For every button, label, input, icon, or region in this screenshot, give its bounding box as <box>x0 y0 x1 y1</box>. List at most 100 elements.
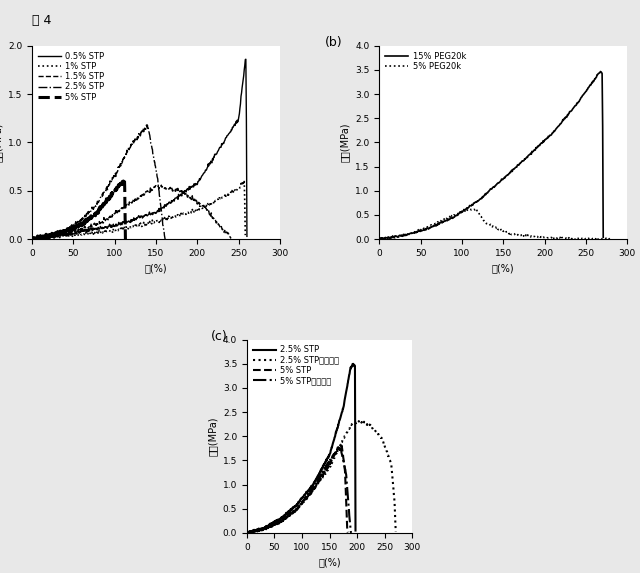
2.5% STP <box>244 529 252 536</box>
1% STP <box>54 233 62 240</box>
5% STPウェット <box>319 469 327 476</box>
2.5% STP <box>286 507 294 514</box>
5% STP <box>120 175 128 182</box>
5% STP <box>276 519 284 526</box>
15% PEG20k <box>539 139 547 146</box>
1.5% STP <box>157 182 165 189</box>
2.5% STP <box>28 234 36 241</box>
2.5% STP <box>125 146 133 153</box>
2.5% STP <box>279 513 287 520</box>
Line: 0.5% STP: 0.5% STP <box>32 59 247 239</box>
5% STP <box>316 477 324 484</box>
0.5% STP <box>31 236 38 242</box>
15% PEG20k <box>600 234 607 241</box>
2.5% STP <box>312 477 319 484</box>
Line: 15% PEG20k: 15% PEG20k <box>380 72 604 239</box>
1.5% STP <box>154 182 161 189</box>
X-axis label: 歪(%): 歪(%) <box>492 264 515 273</box>
5% STP <box>316 475 324 482</box>
Text: (c): (c) <box>211 330 227 343</box>
Line: 1% STP: 1% STP <box>32 180 245 239</box>
Line: 2.5% STP: 2.5% STP <box>247 364 355 533</box>
2.5% STP <box>45 233 52 240</box>
15% PEG20k <box>596 68 604 75</box>
5% STP <box>40 233 47 240</box>
0.5% STP <box>114 222 122 229</box>
5% PEG20k <box>468 206 476 213</box>
Line: 2.5% STPウェット: 2.5% STPウェット <box>247 421 396 533</box>
2.5% STPウェット <box>243 529 251 536</box>
15% PEG20k <box>517 159 525 166</box>
1% STP <box>29 236 36 242</box>
5% PEG20k <box>607 235 614 242</box>
5% STPウェット <box>285 512 292 519</box>
15% PEG20k <box>403 231 410 238</box>
5% STPウェット <box>337 445 344 452</box>
1% STP <box>113 227 121 234</box>
1% STP <box>28 234 36 241</box>
5% STP <box>96 206 104 213</box>
5% STP <box>255 527 263 534</box>
15% PEG20k <box>465 204 472 211</box>
5% STP <box>87 214 95 221</box>
2.5% STPウェット <box>392 528 399 535</box>
Legend: 2.5% STP, 2.5% STPウェット, 5% STP, 5% STPウェット: 2.5% STP, 2.5% STPウェット, 5% STP, 5% STPウェ… <box>251 344 341 387</box>
5% STP <box>29 236 36 242</box>
Line: 5% STP: 5% STP <box>247 446 348 533</box>
2.5% STPウェット <box>351 420 358 427</box>
1.5% STP <box>173 187 181 194</box>
Y-axis label: 応力(MPa): 応力(MPa) <box>0 123 3 162</box>
0.5% STP <box>54 232 62 239</box>
5% PEG20k <box>376 236 383 242</box>
1% STP <box>98 229 106 236</box>
5% STP <box>344 529 351 536</box>
2.5% STPウェット <box>351 419 359 426</box>
Y-axis label: 応力(MPa): 応力(MPa) <box>340 123 349 162</box>
0.5% STP <box>164 200 172 207</box>
2.5% STP <box>72 218 79 225</box>
5% PEG20k <box>545 234 552 241</box>
Line: 2.5% STP: 2.5% STP <box>32 125 165 239</box>
Line: 5% STP: 5% STP <box>32 179 125 239</box>
5% STP <box>96 204 104 211</box>
0.5% STP <box>185 186 193 193</box>
5% STPウェット <box>319 469 326 476</box>
5% STPウェット <box>348 529 355 536</box>
2.5% STPウェット <box>243 529 251 536</box>
1.5% STP <box>28 236 36 242</box>
2.5% STP <box>349 360 357 367</box>
0.5% STP <box>242 56 250 62</box>
5% STP <box>283 513 291 520</box>
15% PEG20k <box>378 236 386 242</box>
5% PEG20k <box>404 231 412 238</box>
15% PEG20k <box>538 139 545 146</box>
2.5% STP <box>143 121 150 128</box>
5% STPウェット <box>243 528 251 535</box>
1.5% STP <box>107 211 115 218</box>
1% STP <box>241 177 248 184</box>
1% STP <box>184 210 191 217</box>
1.5% STP <box>52 233 60 240</box>
5% STP <box>122 236 129 242</box>
X-axis label: 歪(%): 歪(%) <box>318 557 341 567</box>
15% PEG20k <box>449 214 456 221</box>
Line: 5% STPウェット: 5% STPウェット <box>247 448 351 533</box>
15% PEG20k <box>376 235 383 242</box>
Line: 5% PEG20k: 5% PEG20k <box>380 209 611 239</box>
5% STP <box>28 236 36 242</box>
1% STP <box>241 231 249 238</box>
5% STP <box>307 490 314 497</box>
5% STP <box>243 529 251 536</box>
5% STPウェット <box>244 529 252 536</box>
5% STPウェット <box>277 517 285 524</box>
5% STPウェット <box>256 527 264 533</box>
1.5% STP <box>227 235 235 242</box>
Text: 図 4: 図 4 <box>32 14 51 28</box>
2.5% STP <box>29 236 37 242</box>
Legend: 15% PEG20k, 5% PEG20k: 15% PEG20k, 5% PEG20k <box>383 50 468 73</box>
2.5% STPウェット <box>302 495 310 502</box>
1% STP <box>163 218 170 225</box>
2.5% STP <box>323 458 330 465</box>
1% STP <box>182 210 190 217</box>
5% STP <box>338 442 346 449</box>
